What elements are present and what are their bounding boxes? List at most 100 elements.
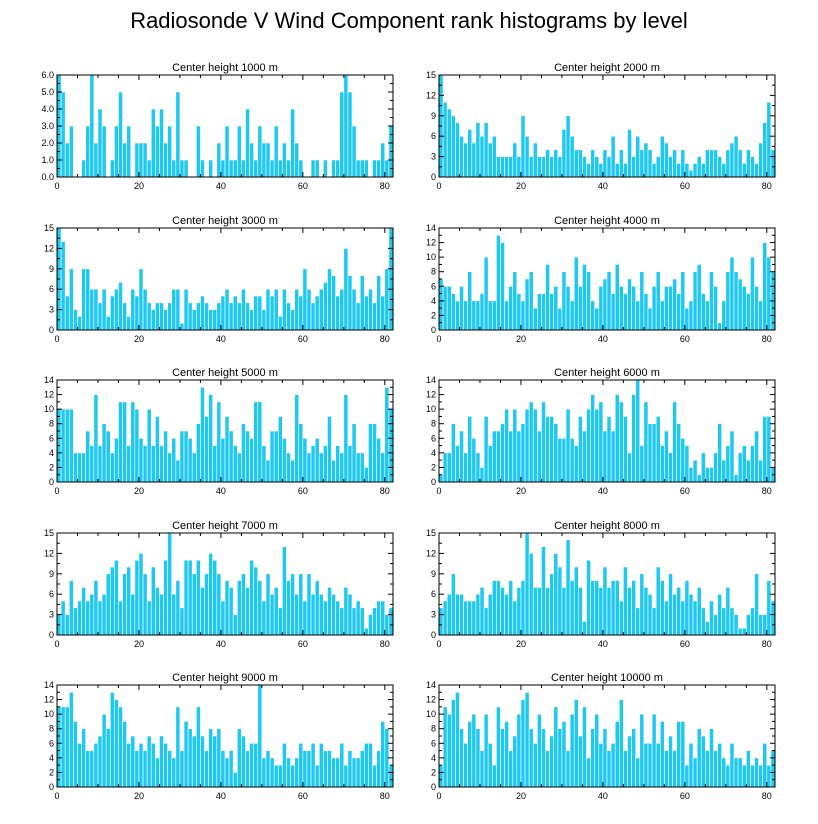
y-tick-label: 0: [49, 782, 54, 792]
histogram-bar: [388, 607, 394, 636]
histogram-bar: [623, 416, 628, 483]
histogram-bar: [142, 142, 148, 178]
histogram-bar: [725, 271, 731, 331]
histogram-bar: [635, 607, 641, 636]
y-tick-label: 0: [431, 782, 436, 792]
x-tick-label: 0: [436, 334, 441, 344]
histogram-bar: [508, 430, 514, 483]
y-tick-label: 3.0: [41, 121, 54, 131]
histogram-bar: [459, 728, 464, 788]
histogram-bar: [97, 445, 103, 483]
histogram-bar: [310, 445, 316, 483]
histogram-bar: [220, 437, 226, 483]
histogram-bar: [347, 445, 353, 483]
histogram-bar: [171, 288, 177, 331]
histogram-bar: [318, 288, 324, 331]
histogram-bar: [672, 278, 677, 331]
histogram-bar: [696, 264, 702, 331]
histogram-bar: [713, 750, 718, 788]
histogram-bar: [672, 401, 677, 483]
histogram-bar: [200, 295, 205, 331]
histogram-bar: [310, 593, 316, 636]
histogram-bar: [721, 757, 727, 788]
histogram-bar: [594, 713, 600, 788]
histogram-bar: [200, 159, 205, 178]
histogram-bar: [541, 293, 546, 331]
histogram-bar: [762, 122, 768, 178]
y-tick-label: 0: [49, 477, 54, 487]
histogram-bar: [725, 587, 731, 636]
histogram-bar: [709, 600, 714, 636]
histogram-bar: [721, 607, 727, 636]
histogram-bar: [73, 607, 78, 636]
histogram-bar: [442, 101, 448, 178]
histogram-bar: [659, 721, 665, 788]
histogram-bar: [298, 159, 304, 178]
x-tick-label: 40: [216, 181, 226, 191]
histogram-bar: [537, 293, 542, 331]
histogram-bar: [524, 691, 530, 788]
histogram-bar: [146, 159, 152, 178]
histogram-bar: [310, 742, 316, 788]
histogram-bar: [81, 159, 86, 178]
histogram-bar: [224, 416, 230, 483]
histogram-bar: [200, 735, 205, 788]
histogram-bar: [446, 713, 452, 788]
histogram-bar: [331, 593, 336, 636]
histogram-bar: [60, 241, 66, 331]
histogram-bar: [347, 275, 353, 331]
histogram-bar: [359, 159, 365, 178]
histogram-bar: [463, 300, 468, 331]
histogram-bar: [175, 706, 181, 788]
histogram-bar: [89, 288, 95, 331]
histogram-bar: [569, 437, 575, 483]
histogram-bar: [109, 159, 115, 178]
histogram-bar: [606, 271, 612, 331]
histogram-bar: [504, 593, 509, 636]
y-tick-label: 4.0: [41, 104, 54, 114]
histogram-bar: [212, 735, 218, 788]
histogram-bar: [643, 587, 649, 636]
histogram-bar: [647, 742, 653, 788]
y-tick-label: 6: [49, 433, 54, 443]
histogram-bar: [520, 580, 526, 636]
histogram-bar: [93, 394, 99, 483]
histogram-bar: [208, 394, 214, 483]
histogram-bar: [467, 600, 473, 636]
histogram-bar: [643, 293, 649, 331]
histogram-bar: [545, 264, 550, 331]
histogram-bar: [204, 416, 209, 483]
histogram-bar: [241, 159, 246, 178]
histogram-bar: [335, 295, 341, 331]
histogram-bar: [528, 728, 534, 788]
histogram-bar: [659, 445, 665, 483]
histogram-bar: [668, 452, 673, 483]
histogram-bar: [676, 587, 682, 636]
histogram-bar: [126, 566, 132, 636]
histogram-bar: [500, 156, 505, 178]
histogram-bar: [737, 627, 743, 636]
histogram-bar: [483, 713, 489, 788]
histogram-bar: [269, 295, 275, 331]
histogram-bar: [549, 156, 555, 178]
histogram-bar: [327, 750, 332, 788]
histogram-bar: [594, 156, 600, 178]
histogram-bar: [532, 587, 538, 636]
histogram-bar: [467, 721, 473, 788]
histogram-bar: [467, 271, 473, 331]
x-tick-label: 60: [680, 181, 690, 191]
histogram-bar: [273, 587, 279, 636]
histogram-bar: [549, 573, 555, 636]
histogram-bar: [750, 445, 755, 483]
x-tick-label: 60: [680, 486, 690, 496]
histogram-bar: [138, 437, 144, 483]
histogram-bar: [696, 587, 702, 636]
histogram-bar: [623, 566, 628, 636]
histogram-bar: [196, 125, 201, 178]
histogram-bar: [565, 285, 571, 331]
histogram-bar: [85, 750, 91, 788]
y-tick-label: 12: [426, 548, 436, 558]
histogram-bar: [220, 600, 226, 636]
histogram-bar: [729, 607, 735, 636]
histogram-bar: [602, 430, 608, 483]
